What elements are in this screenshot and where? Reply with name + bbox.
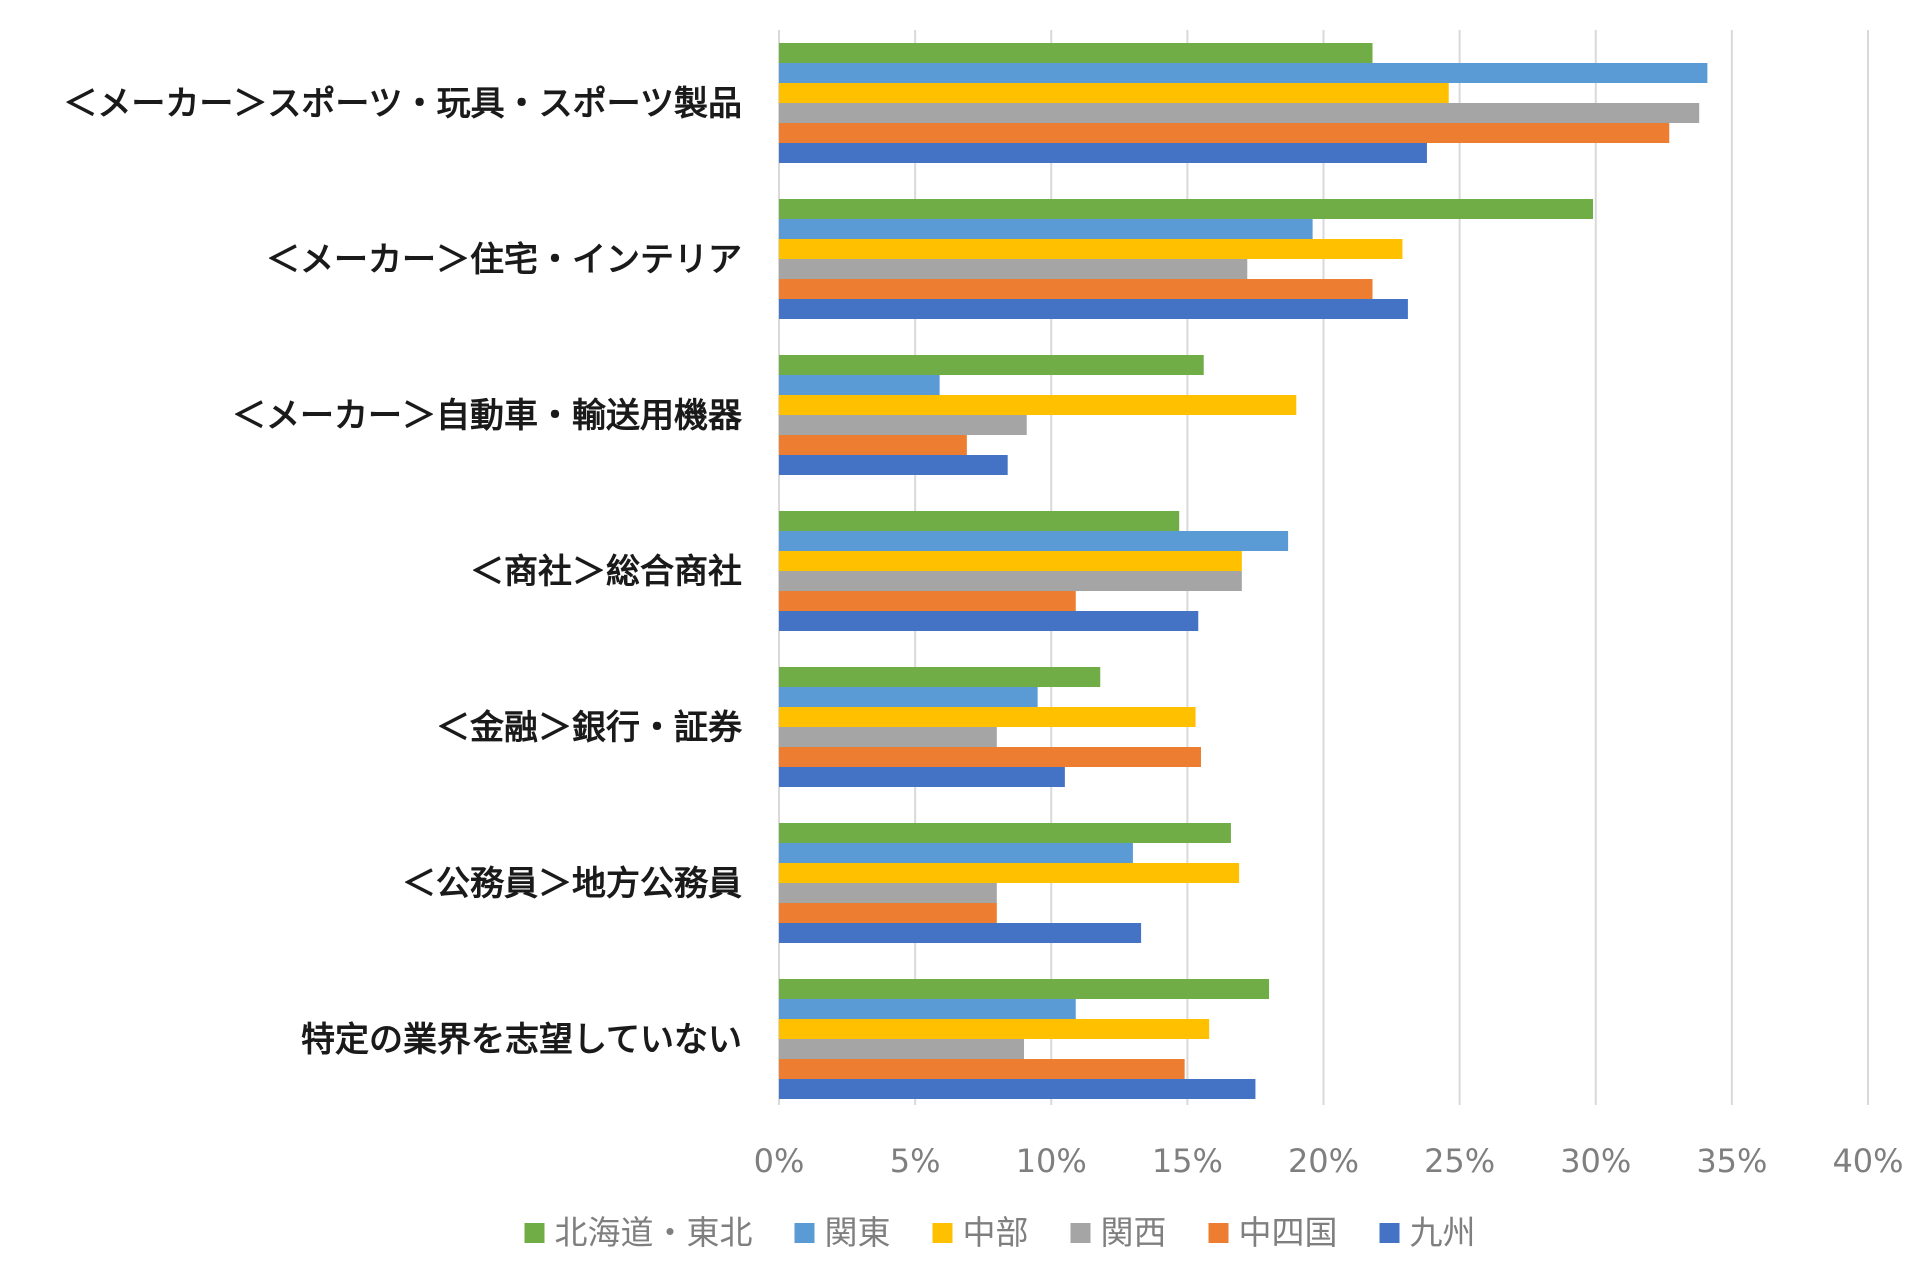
legend-swatch — [1379, 1223, 1400, 1243]
legend-label: 関東 — [825, 1213, 891, 1252]
legend-label: 北海道・東北 — [555, 1213, 753, 1252]
legend-swatch — [1070, 1223, 1091, 1243]
bar — [779, 979, 1270, 999]
x-tick-label: 5% — [890, 1142, 941, 1180]
bar — [779, 667, 1101, 687]
bar — [779, 687, 1038, 707]
bar — [779, 123, 1670, 143]
category-label: ＜金融＞銀行・証券 — [436, 708, 743, 748]
bar — [779, 415, 1027, 435]
bar — [779, 767, 1065, 787]
legend-label: 中四国 — [1239, 1213, 1338, 1252]
bar — [779, 1059, 1185, 1079]
bar — [779, 531, 1289, 551]
bar — [779, 591, 1076, 611]
legend-swatch — [524, 1223, 545, 1243]
x-tick-label: 0% — [754, 1142, 805, 1180]
legend-swatch — [1208, 1223, 1229, 1243]
category-label: ＜メーカー＞自動車・輸送用機器 — [232, 396, 743, 436]
x-tick-label: 15% — [1152, 1142, 1223, 1180]
bar — [779, 611, 1199, 631]
bar — [779, 103, 1700, 123]
bar — [779, 83, 1449, 103]
legend-swatch — [794, 1223, 815, 1243]
x-tick-label: 25% — [1424, 1142, 1495, 1180]
category-label: ＜メーカー＞スポーツ・玩具・スポーツ製品 — [63, 84, 742, 124]
legend-label: 九州 — [1410, 1213, 1476, 1252]
bar — [779, 435, 967, 455]
bar — [779, 1079, 1256, 1099]
x-tick-label: 40% — [1832, 1142, 1903, 1180]
legend-label: 中部 — [963, 1213, 1029, 1252]
bar — [779, 199, 1594, 219]
bar — [779, 707, 1196, 727]
bar — [779, 551, 1242, 571]
bar — [779, 727, 997, 747]
x-tick-label: 10% — [1016, 1142, 1087, 1180]
legend: 北海道・東北 関東 中部 関西 中四国 九州 — [524, 1213, 1476, 1252]
bar — [779, 143, 1427, 163]
x-tick-label: 35% — [1696, 1142, 1767, 1180]
bar — [779, 239, 1403, 259]
category-labels: ＜メーカー＞スポーツ・玩具・スポーツ製品 ＜メーカー＞住宅・インテリア ＜メーカー＞… — [63, 84, 743, 1060]
x-tick-label: 30% — [1560, 1142, 1631, 1180]
bar — [779, 395, 1297, 415]
bar — [779, 999, 1076, 1019]
bar — [779, 259, 1248, 279]
category-label: ＜公務員＞地方公務員 — [402, 864, 742, 904]
bar — [779, 43, 1373, 63]
bar — [779, 279, 1373, 299]
bar — [779, 455, 1008, 475]
bar — [779, 883, 997, 903]
bar — [779, 843, 1133, 863]
bar — [779, 299, 1408, 319]
bar — [779, 375, 940, 395]
category-label: 特定の業界を志望していない — [301, 1020, 742, 1060]
bar — [779, 823, 1231, 843]
bar — [779, 747, 1201, 767]
bar — [779, 219, 1313, 239]
x-tick-label: 20% — [1288, 1142, 1359, 1180]
category-label: ＜メーカー＞住宅・インテリア — [266, 240, 742, 280]
bar — [779, 1019, 1210, 1039]
legend-label: 関西 — [1101, 1213, 1167, 1252]
bar — [779, 63, 1708, 83]
x-axis-tick-labels: 0% 5% 10% 15% 20% 25% 30% 35% 40% — [754, 1142, 1904, 1180]
bar — [779, 923, 1142, 943]
bar — [779, 903, 997, 923]
bar — [779, 355, 1204, 375]
bar — [779, 511, 1180, 531]
bar — [779, 571, 1242, 591]
bar — [779, 863, 1240, 883]
category-label: ＜商社＞総合商社 — [470, 552, 742, 592]
legend-swatch — [932, 1223, 953, 1243]
bars — [779, 43, 1708, 1099]
bar — [779, 1039, 1025, 1059]
